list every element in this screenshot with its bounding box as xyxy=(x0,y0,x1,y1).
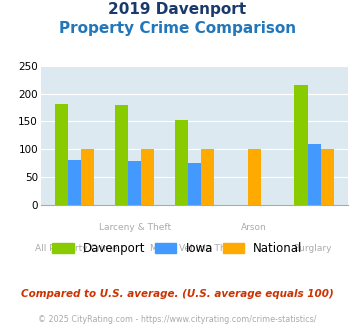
Text: © 2025 CityRating.com - https://www.cityrating.com/crime-statistics/: © 2025 CityRating.com - https://www.city… xyxy=(38,315,317,324)
Text: 2019 Davenport: 2019 Davenport xyxy=(108,2,247,16)
Text: Property Crime Comparison: Property Crime Comparison xyxy=(59,21,296,36)
Bar xyxy=(294,85,307,205)
Bar xyxy=(321,148,334,205)
Text: Compared to U.S. average. (U.S. average equals 100): Compared to U.S. average. (U.S. average … xyxy=(21,289,334,299)
Bar xyxy=(201,148,214,205)
Bar xyxy=(115,105,128,205)
Legend: Davenport, Iowa, National: Davenport, Iowa, National xyxy=(48,237,307,260)
Bar xyxy=(141,148,154,205)
Bar xyxy=(307,144,321,205)
Bar xyxy=(128,161,141,205)
Text: All Property Crime: All Property Crime xyxy=(35,244,118,253)
Text: Motor Vehicle Theft: Motor Vehicle Theft xyxy=(151,244,238,253)
Text: Larceny & Theft: Larceny & Theft xyxy=(99,223,171,232)
Text: Arson: Arson xyxy=(241,223,266,232)
Text: Burglary: Burglary xyxy=(293,244,332,253)
Bar xyxy=(81,148,94,205)
Bar xyxy=(55,104,68,205)
Bar xyxy=(248,148,261,205)
Bar xyxy=(175,120,188,205)
Bar xyxy=(68,160,81,205)
Bar xyxy=(188,163,201,205)
